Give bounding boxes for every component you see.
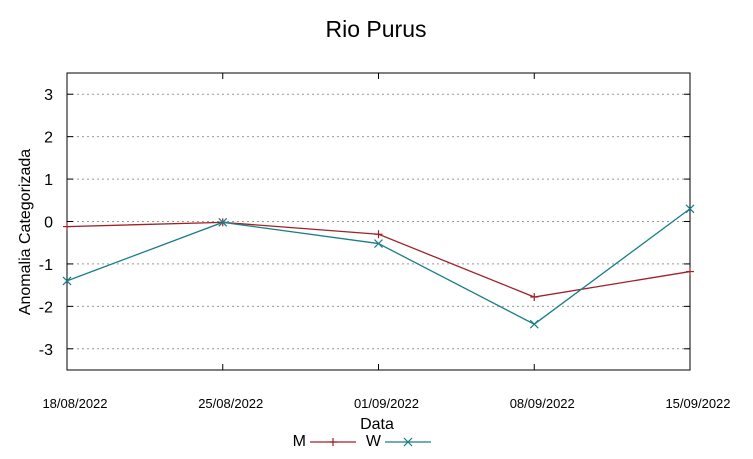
y-axis-label: Anomalia Categorizada bbox=[17, 149, 34, 315]
data-point bbox=[685, 204, 695, 214]
y-axis-ticks: -3 -2 -1 0 1 2 3 bbox=[39, 87, 690, 359]
data-point bbox=[530, 293, 539, 302]
y-tick-label: 1 bbox=[44, 172, 53, 189]
x-tick-label: 18/08/2022 bbox=[42, 396, 107, 411]
x-tick-label: 15/09/2022 bbox=[665, 396, 730, 411]
data-point bbox=[374, 239, 383, 248]
data-point bbox=[218, 217, 228, 227]
legend-label: M bbox=[293, 433, 306, 450]
y-tick-label: -3 bbox=[39, 342, 53, 359]
y-tick-label: 3 bbox=[44, 87, 53, 104]
x-tick-label: 01/09/2022 bbox=[354, 396, 419, 411]
x-tick-label: 08/09/2022 bbox=[510, 396, 575, 411]
data-point bbox=[403, 437, 413, 447]
x-tick-label: 25/08/2022 bbox=[198, 396, 263, 411]
data-point bbox=[374, 230, 383, 239]
legend-label: W bbox=[366, 433, 382, 450]
grid-lines bbox=[67, 93, 690, 350]
data-point bbox=[529, 319, 539, 329]
data-point bbox=[686, 267, 694, 276]
x-axis-label: Data bbox=[360, 416, 394, 433]
series-group bbox=[62, 204, 695, 329]
series-line-W bbox=[66, 208, 691, 325]
y-tick-label: -2 bbox=[39, 299, 53, 316]
y-tick-label: 0 bbox=[44, 215, 53, 232]
data-point bbox=[329, 438, 337, 446]
x-axis-ticks: 18/08/2022 25/08/2022 01/09/2022 08/09/2022… bbox=[42, 73, 731, 411]
chart-title: Rio Purus bbox=[326, 16, 427, 42]
data-point bbox=[63, 222, 71, 231]
y-tick-label: 2 bbox=[44, 130, 53, 147]
y-tick-label: -1 bbox=[39, 257, 53, 274]
data-point bbox=[62, 276, 72, 286]
